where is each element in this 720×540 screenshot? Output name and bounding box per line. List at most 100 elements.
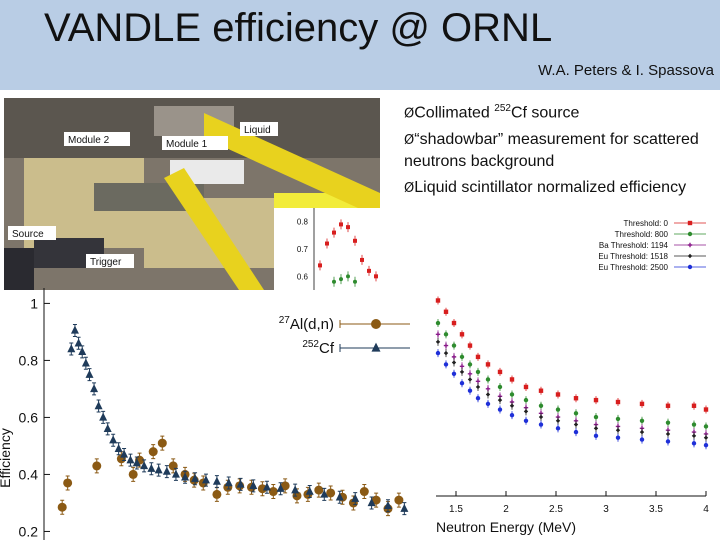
- legend-label: Threshold: 0: [624, 219, 669, 228]
- threshold-data-point: [459, 364, 465, 369]
- threshold-data-point: [451, 371, 457, 376]
- photo-label-liquid: Liquid: [244, 125, 271, 136]
- photo-label-source-box: [8, 226, 56, 240]
- threshold-data-point: [615, 399, 621, 405]
- threshold-data-point: [459, 332, 465, 337]
- bullet-2: Ø“shadowbar” measurement for scattered n…: [404, 129, 714, 172]
- threshold-data-point: [665, 403, 671, 408]
- legend-marker: [687, 242, 693, 248]
- cf-data-point: [305, 486, 314, 495]
- legend-label: 27Al(d,n): [279, 315, 334, 333]
- threshold-data-point: [639, 401, 645, 407]
- y-tick-label: 0.8: [19, 352, 39, 368]
- threshold-data-point: [691, 441, 697, 446]
- threshold-data-point: [467, 362, 473, 367]
- y-tick-label: 0.2: [19, 523, 39, 539]
- al-data-point: [359, 487, 369, 497]
- cf-data-point: [367, 498, 376, 507]
- al-data-point: [128, 469, 138, 479]
- al-data-point: [326, 488, 336, 498]
- al-data-point: [63, 478, 73, 488]
- cf-data-point: [276, 483, 285, 492]
- legend-label: 252Cf: [302, 339, 335, 357]
- fragment-data-point: [332, 230, 336, 235]
- y-tick-label: 1: [30, 295, 38, 311]
- threshold-data-point: [691, 422, 697, 427]
- legend-line-cap: [339, 344, 341, 352]
- cf-data-point: [236, 479, 245, 488]
- threshold-data-point: [703, 407, 709, 412]
- al-data-point: [157, 438, 167, 448]
- cf-data-point: [81, 358, 90, 367]
- threshold-data-point: [509, 403, 515, 408]
- cf-data-point: [109, 435, 118, 444]
- legend-marker: [687, 220, 693, 226]
- x-tick-label: 3.5: [649, 504, 663, 515]
- title-bar: VANDLE efficiency @ ORNL W.A. Peters & I…: [0, 0, 720, 90]
- threshold-data-point: [691, 433, 697, 439]
- threshold-data-point: [538, 414, 544, 420]
- efficiency-chart-svg: 1 0.8 0.6 0.4 0.2 Efficiency 27Al(d,n) 252Cf: [0, 288, 410, 540]
- photo-label-module2-box: [64, 132, 130, 146]
- threshold-data-point: [509, 377, 515, 382]
- threshold-data-point: [573, 429, 579, 435]
- cf-data-point: [154, 465, 163, 474]
- threshold-data-point: [593, 414, 599, 420]
- threshold-data-point: [475, 379, 481, 384]
- fragment-data-point: [339, 277, 343, 282]
- al-data-point: [314, 485, 324, 495]
- threshold-data-point: [451, 320, 457, 326]
- photo-tape-upper: [204, 113, 380, 218]
- threshold-data-point: [475, 369, 481, 375]
- cf-data-point: [120, 449, 129, 458]
- x-tick-label: 3: [603, 504, 609, 515]
- x-axis-label: Neutron Energy (MeV): [436, 519, 576, 535]
- threshold-data-point: [475, 396, 481, 401]
- slide-authors: W.A. Peters & I. Spassova: [538, 62, 714, 79]
- legend-marker: [371, 319, 381, 329]
- cf-data-point: [99, 412, 108, 421]
- threshold-data-point: [459, 354, 465, 360]
- cf-data-point: [224, 478, 233, 487]
- legend-label-name: Cf: [319, 340, 335, 357]
- bullet-1-text-end: Cf source: [510, 104, 580, 122]
- y-tick-label: 0.4: [19, 466, 39, 482]
- threshold-efficiency-chart: 1.5 2 2.5 3 3.5 4 Neutron Energy (MeV) Threshol…: [410, 214, 716, 540]
- cf-data-point: [126, 455, 135, 464]
- threshold-data-point: [665, 420, 671, 425]
- photo-tape-lower: [164, 168, 264, 290]
- threshold-data-point: [485, 377, 491, 382]
- photo-label-module2: Module 2: [68, 135, 110, 146]
- threshold-data-point: [475, 384, 481, 390]
- threshold-data-point: [593, 433, 599, 439]
- threshold-data-point: [443, 350, 449, 356]
- cf-data-point: [67, 344, 76, 353]
- threshold-data-point: [615, 416, 621, 422]
- cf-data-point: [132, 458, 141, 467]
- threshold-data-point: [538, 403, 544, 408]
- legend-marker: [371, 342, 381, 352]
- threshold-data-point: [497, 407, 503, 412]
- fragment-data-point: [353, 238, 357, 243]
- al-data-point: [212, 489, 222, 499]
- bullet-3: ØLiquid scintillator normalized efficien…: [404, 177, 714, 199]
- legend-marker: [687, 264, 693, 270]
- fragment-y-tick-label: 0.6: [297, 272, 309, 281]
- bullet-2-text: “shadowbar” measurement for scattered ne…: [404, 131, 699, 171]
- cf-data-point: [383, 500, 392, 509]
- cf-data-point: [103, 424, 112, 433]
- threshold-data-point: [665, 439, 671, 444]
- fragment-data-point: [325, 241, 329, 246]
- cf-data-point: [262, 482, 271, 491]
- threshold-data-point: [593, 426, 599, 431]
- legend-label: Ba Threshold: 1194: [599, 241, 669, 250]
- threshold-data-point: [523, 409, 529, 414]
- bullet-3-text: Liquid scintillator normalized efficienc…: [414, 179, 687, 197]
- legend-label-name: Al(d,n): [290, 316, 334, 333]
- threshold-data-point: [703, 424, 709, 429]
- efficiency-chart: 1 0.8 0.6 0.4 0.2 Efficiency 27Al(d,n) 252Cf: [0, 288, 410, 540]
- threshold-data-point: [435, 320, 441, 326]
- threshold-data-point: [523, 397, 529, 403]
- cf-data-point: [140, 461, 149, 470]
- cf-data-point: [74, 338, 83, 347]
